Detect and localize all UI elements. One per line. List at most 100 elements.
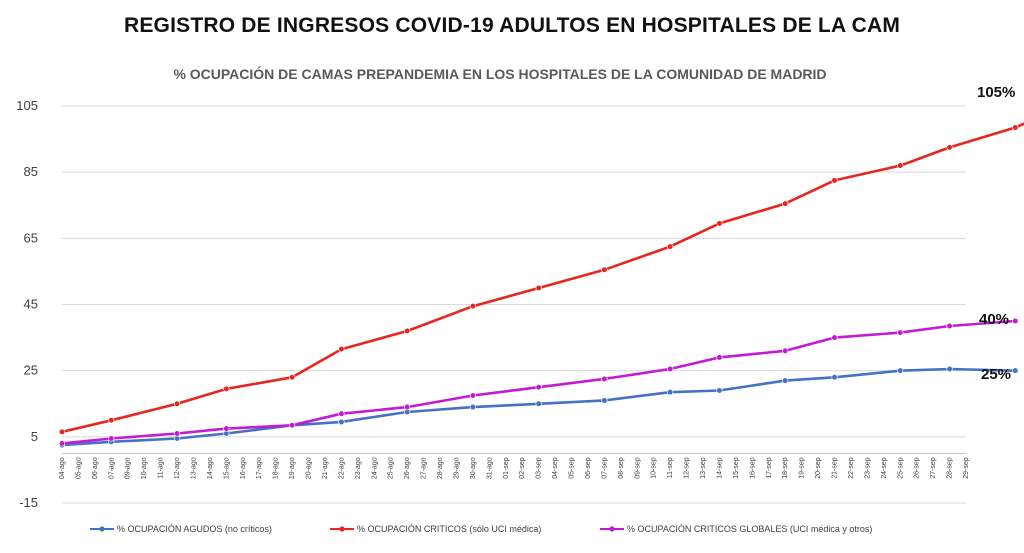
- gridlines: [62, 105, 966, 504]
- x-tick-label: 28-ago: [437, 457, 444, 479]
- x-tick-label: 11-ago: [158, 457, 165, 478]
- data-point: [173, 430, 181, 437]
- x-tick-label: 27-ago: [421, 457, 428, 479]
- data-point: [404, 327, 411, 335]
- x-tick-label: 14-sep: [716, 457, 723, 479]
- x-tick-label: 24-ago: [371, 457, 378, 479]
- x-tick-label: 27-sep: [930, 457, 937, 479]
- x-tick-label: 26-ago: [404, 457, 411, 479]
- data-point: [108, 417, 115, 424]
- data-point: [946, 144, 953, 151]
- x-tick-label: 06-ago: [92, 457, 99, 479]
- x-tick-label: 09-sep: [634, 457, 641, 479]
- data-point: [1012, 367, 1019, 374]
- x-tick-label: 09-ago: [125, 457, 132, 479]
- data-point: [535, 284, 542, 292]
- data-point: [1012, 317, 1019, 325]
- x-tick-label: 25-ago: [388, 457, 395, 479]
- data-point: [404, 403, 411, 411]
- data-point: [338, 410, 345, 417]
- x-tick-label: 11-sep: [667, 457, 674, 478]
- data-point: [469, 303, 477, 310]
- x-tick-label: 19-ago: [289, 457, 296, 479]
- x-tick-label: 15-ago: [223, 457, 230, 479]
- series-line: [61, 122, 1024, 434]
- x-tick-label: 21-sep: [832, 457, 839, 479]
- x-tick-label: 20-ago: [306, 457, 313, 479]
- legend-marker: [99, 526, 105, 532]
- x-tick-label: 29-sep: [963, 457, 970, 479]
- data-point: [946, 365, 953, 373]
- x-tick-label: 18-ago: [273, 457, 280, 479]
- x-tick-label: 10-sep: [651, 457, 658, 479]
- x-tick-label: 08-sep: [618, 457, 625, 479]
- data-point: [223, 385, 230, 392]
- x-tick-label: 03-sep: [536, 457, 543, 479]
- data-point: [338, 346, 345, 353]
- x-tick-label: 10-ago: [141, 457, 148, 479]
- data-point: [601, 266, 608, 273]
- x-tick-label: 05-sep: [569, 457, 576, 479]
- chart-subtitle: % OCUPACIÓN DE CAMAS PREPANDEMIA EN LOS …: [173, 66, 827, 82]
- y-tick-label: 45: [24, 297, 38, 312]
- data-point: [782, 200, 789, 207]
- end-label-agudos: 25%: [981, 366, 1011, 383]
- y-tick-label: 85: [24, 164, 38, 179]
- data-point: [223, 425, 230, 432]
- x-tick-label: 18-sep: [782, 457, 789, 479]
- x-tick-label: 22-ago: [338, 457, 345, 479]
- legend-label: % OCUPACIÓN CRITICOS GLOBALES (UCI médic…: [627, 524, 872, 534]
- x-tick-label: 16-sep: [749, 457, 756, 479]
- data-point: [946, 322, 953, 330]
- data-point: [716, 220, 723, 227]
- data-point: [58, 428, 66, 435]
- x-tick-label: 12-ago: [174, 457, 181, 479]
- x-tick-label: 25-sep: [897, 457, 904, 479]
- x-tick-label: 26-sep: [914, 457, 921, 479]
- x-tick-label: 24-sep: [881, 457, 888, 479]
- end-label-globales: 40%: [979, 311, 1009, 328]
- end-labels: 105% 40% 25%: [977, 84, 1015, 383]
- legend-label: % OCUPACIÓN AGUDOS (no críticos): [117, 524, 272, 534]
- data-point: [535, 384, 542, 391]
- series-line: [61, 367, 1016, 447]
- x-tick-label: 17-ago: [256, 457, 263, 479]
- data-point: [667, 389, 674, 396]
- x-tick-label: 02-sep: [519, 457, 526, 479]
- data-point: [831, 334, 838, 341]
- x-tick-label: 30-ago: [470, 457, 477, 479]
- series-line: [61, 319, 1016, 445]
- x-tick-label: 22-sep: [848, 457, 855, 479]
- data-point: [667, 243, 674, 250]
- y-tick-label: -15: [19, 495, 38, 510]
- legend: % OCUPACIÓN AGUDOS (no críticos) % OCUPAC…: [90, 524, 872, 534]
- data-point: [108, 435, 115, 442]
- data-point: [1012, 124, 1019, 131]
- data-point: [173, 400, 181, 407]
- x-tick-label: 04-ago: [59, 457, 66, 479]
- x-tick-label: 06-sep: [585, 457, 592, 479]
- x-tick-label: 28-sep: [947, 457, 954, 479]
- data-point: [469, 403, 477, 411]
- x-tick-label: 21-ago: [322, 457, 329, 479]
- data-point: [601, 375, 608, 383]
- x-tick-label: 07-sep: [601, 457, 608, 479]
- chart-title: REGISTRO DE INGRESOS COVID-19 ADULTOS EN…: [123, 14, 901, 37]
- data-point: [716, 354, 723, 361]
- series-lines: [58, 122, 1024, 449]
- data-point: [831, 177, 838, 184]
- data-point: [289, 422, 296, 429]
- y-tick-label: 5: [31, 429, 38, 444]
- data-point: [601, 397, 608, 404]
- legend-marker: [339, 526, 345, 532]
- y-tick-label: 25: [24, 363, 38, 378]
- x-tick-label: 13-ago: [190, 457, 197, 479]
- x-axis-ticks: 04-ago 05-ago 06-ago 07-ago 09-ago 10-ago 11-a…: [59, 457, 970, 479]
- data-point: [831, 374, 838, 381]
- x-tick-label: 15-sep: [733, 457, 740, 479]
- data-point: [667, 365, 674, 373]
- x-tick-label: 31-ago: [486, 457, 493, 479]
- x-tick-label: 04-sep: [552, 457, 559, 479]
- x-tick-label: 20-sep: [815, 457, 822, 479]
- x-tick-label: 05-ago: [75, 457, 82, 479]
